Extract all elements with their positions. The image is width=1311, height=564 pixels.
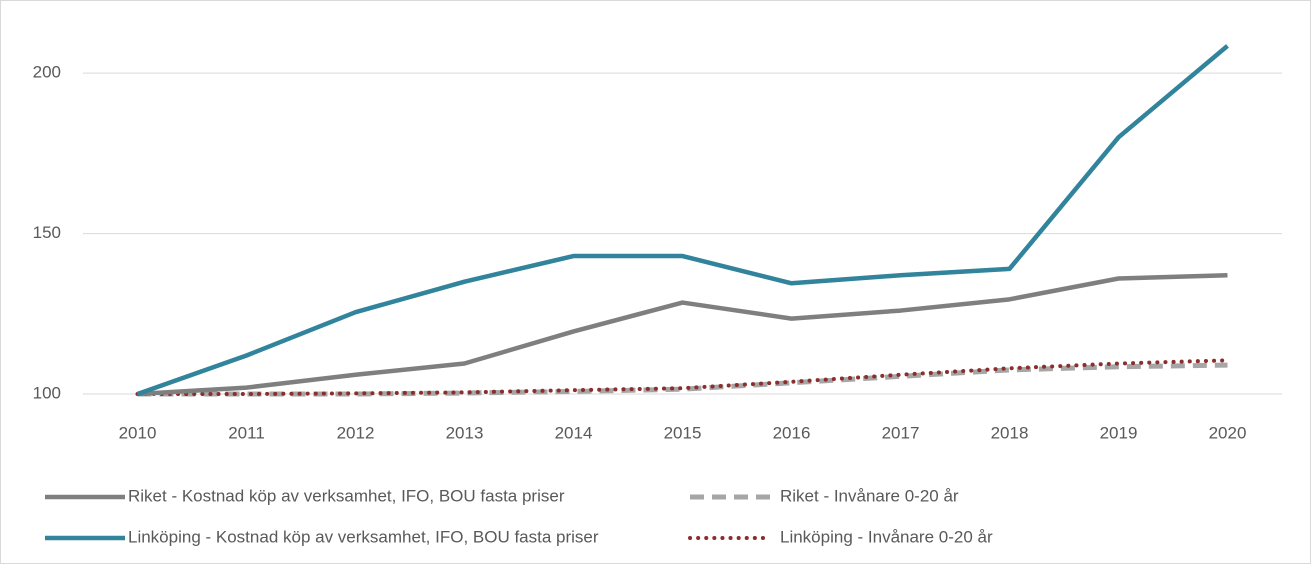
series-line — [137, 273, 1228, 397]
legend-label: Riket - Kostnad köp av verksamhet, IFO, … — [128, 486, 565, 505]
x-tick-label: 2017 — [882, 423, 920, 442]
y-tick-label: 150 — [33, 223, 61, 242]
y-tick-label: 100 — [33, 383, 61, 402]
legend-label: Riket - Invånare 0-20 år — [780, 486, 959, 505]
x-tick-label: 2015 — [664, 423, 702, 442]
legend-label: Linköping - Kostnad köp av verksamhet, I… — [128, 527, 599, 546]
x-tick-label: 2020 — [1209, 423, 1247, 442]
x-tick-label: 2012 — [337, 423, 375, 442]
x-tick-label: 2016 — [773, 423, 811, 442]
x-tick-label: 2019 — [1100, 423, 1138, 442]
x-tick-label: 2014 — [555, 423, 593, 442]
x-tick-label: 2018 — [991, 423, 1029, 442]
x-tick-label: 2011 — [228, 423, 265, 442]
y-tick-label: 200 — [33, 63, 61, 82]
series-line — [137, 362, 1228, 397]
series-line — [135, 358, 1230, 396]
series-line — [136, 44, 1229, 397]
x-tick-label: 2013 — [446, 423, 484, 442]
x-tick-label: 2010 — [119, 423, 157, 442]
legend-label: Linköping - Invånare 0-20 år — [780, 527, 993, 546]
